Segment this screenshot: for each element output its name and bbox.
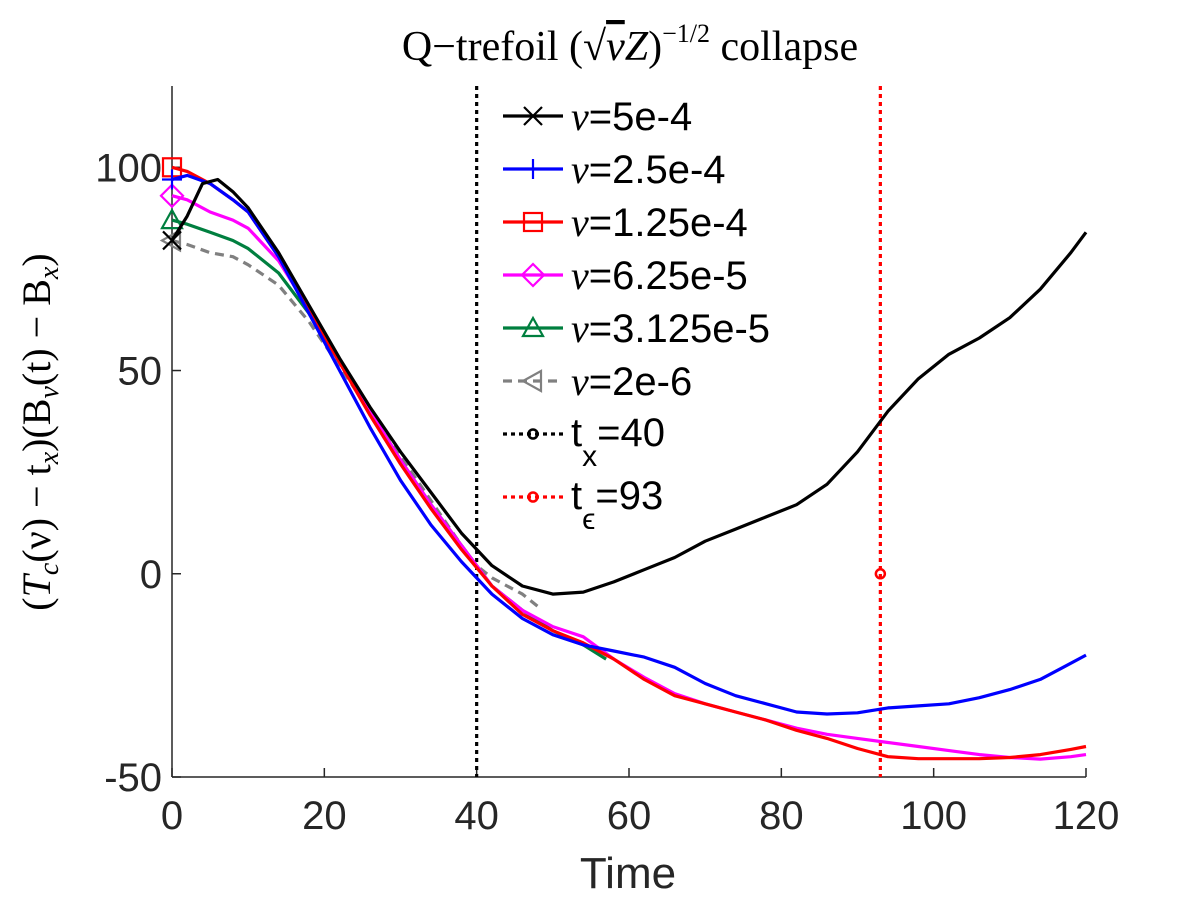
legend-nu: ν — [571, 94, 589, 139]
legend-label-nu-2e-6: ν=2e-6 — [571, 359, 692, 404]
series-marker-nu-2e-6 — [159, 228, 182, 253]
ylabel-nu-arg: (ν) − t — [14, 464, 59, 562]
legend-marker-nu-2e-6 — [520, 369, 543, 393]
legend-nu: ν — [571, 147, 589, 192]
legend-marker-nu-2-5e-4 — [523, 159, 543, 179]
ylabel-c: c — [34, 562, 65, 575]
ylabel-open: ( — [14, 597, 59, 610]
y-tick-label: -50 — [104, 756, 162, 800]
legend-marker-nu-6-25e-5 — [520, 262, 546, 288]
series-line-nu-5e-4 — [170, 177, 1088, 596]
legend: ν=5e-4ν=2.5e-4ν=1.25e-4ν=6.25e-5ν=3.125e… — [503, 94, 770, 536]
legend-label-nu-6-25e-5: ν=6.25e-5 — [571, 253, 748, 298]
legend-value: =6.25e-5 — [589, 254, 748, 298]
x-tick-label: 40 — [454, 794, 499, 838]
series-marker-nu-5e-4 — [162, 230, 182, 251]
y-axis-label: (Tc(ν) − tx)(Bν(t) − Bx) — [14, 253, 65, 610]
legend-value: =3.125e-5 — [589, 307, 770, 351]
ylabel-x2: x — [34, 266, 65, 280]
ylabel-x1: x — [34, 451, 65, 465]
series-marker-nu-3-125e-5 — [160, 207, 184, 230]
legend-nu: ν — [571, 200, 589, 245]
legend-value: =1.25e-4 — [589, 201, 748, 245]
title-prefix: Q−trefoil ( — [402, 24, 583, 70]
series-line-nu-2-5e-4 — [171, 173, 1087, 716]
title-sqrt: √ — [583, 24, 607, 70]
legend-t: t — [571, 411, 582, 455]
legend-label-t-eps-93: tϵ=93 — [571, 474, 663, 536]
ylabel-nu-sub: ν — [34, 386, 65, 399]
title-suffix: collapse — [710, 24, 858, 70]
y-tick-label: 0 — [140, 553, 162, 597]
legend-value: =2e-6 — [589, 360, 692, 404]
legend-value: =93 — [595, 474, 663, 518]
legend-value: =40 — [597, 411, 665, 455]
legend-marker-nu-3-125e-5 — [521, 315, 545, 338]
y-tick-label: 50 — [118, 350, 163, 394]
legend-sub: ϵ — [582, 503, 595, 536]
legend-value: =5e-4 — [589, 95, 692, 139]
ref-marker-t-eps-93 — [874, 568, 887, 580]
ylabel-T: T — [14, 572, 59, 597]
legend-nu: ν — [571, 253, 589, 298]
series-marker-nu-2-5e-4 — [162, 169, 182, 190]
chart-title: Q−trefoil (√νZ)−1/2 collapse — [402, 19, 858, 70]
legend-label-nu-2-5e-4: ν=2.5e-4 — [571, 147, 726, 192]
x-tick-label: 80 — [759, 794, 804, 838]
legend-marker-nu-5e-4 — [523, 106, 543, 126]
legend-marker-t-eps-93 — [527, 491, 539, 503]
legend-label-t-x-40: tx=40 — [571, 411, 665, 473]
legend-sub: x — [582, 440, 597, 473]
legend-marker-nu-1-25e-4 — [522, 211, 544, 233]
ylabel-mid: )(B — [14, 399, 59, 452]
x-axis-label: Time — [580, 849, 676, 898]
y-tick-label: 100 — [95, 146, 162, 190]
series-line-nu-2e-6 — [171, 238, 539, 608]
title-exponent: −1/2 — [662, 19, 710, 48]
legend-nu: ν — [571, 359, 589, 404]
legend-marker-t-x-40 — [527, 428, 539, 440]
legend-label-nu-1-25e-4: ν=1.25e-4 — [571, 200, 748, 245]
legend-label-nu-3-125e-5: ν=3.125e-5 — [571, 306, 770, 351]
x-tick-label: 120 — [1053, 794, 1120, 838]
x-tick-label: 60 — [607, 794, 652, 838]
legend-value: =2.5e-4 — [589, 148, 726, 192]
x-tick-label: 20 — [302, 794, 347, 838]
ylabel-t-arg: (t) − B — [14, 279, 59, 386]
x-tick-label: 0 — [161, 794, 183, 838]
legend-nu: ν — [571, 306, 589, 351]
ylabel-close: ) — [14, 253, 59, 266]
x-tick-label: 100 — [900, 794, 967, 838]
legend-label-nu-5e-4: ν=5e-4 — [571, 94, 692, 139]
legend-t: t — [571, 474, 582, 518]
title-z: Z — [625, 24, 649, 70]
series-marker-nu-6-25e-5 — [159, 183, 185, 209]
title-close: ) — [648, 24, 662, 70]
title-nu: ν — [606, 24, 625, 70]
